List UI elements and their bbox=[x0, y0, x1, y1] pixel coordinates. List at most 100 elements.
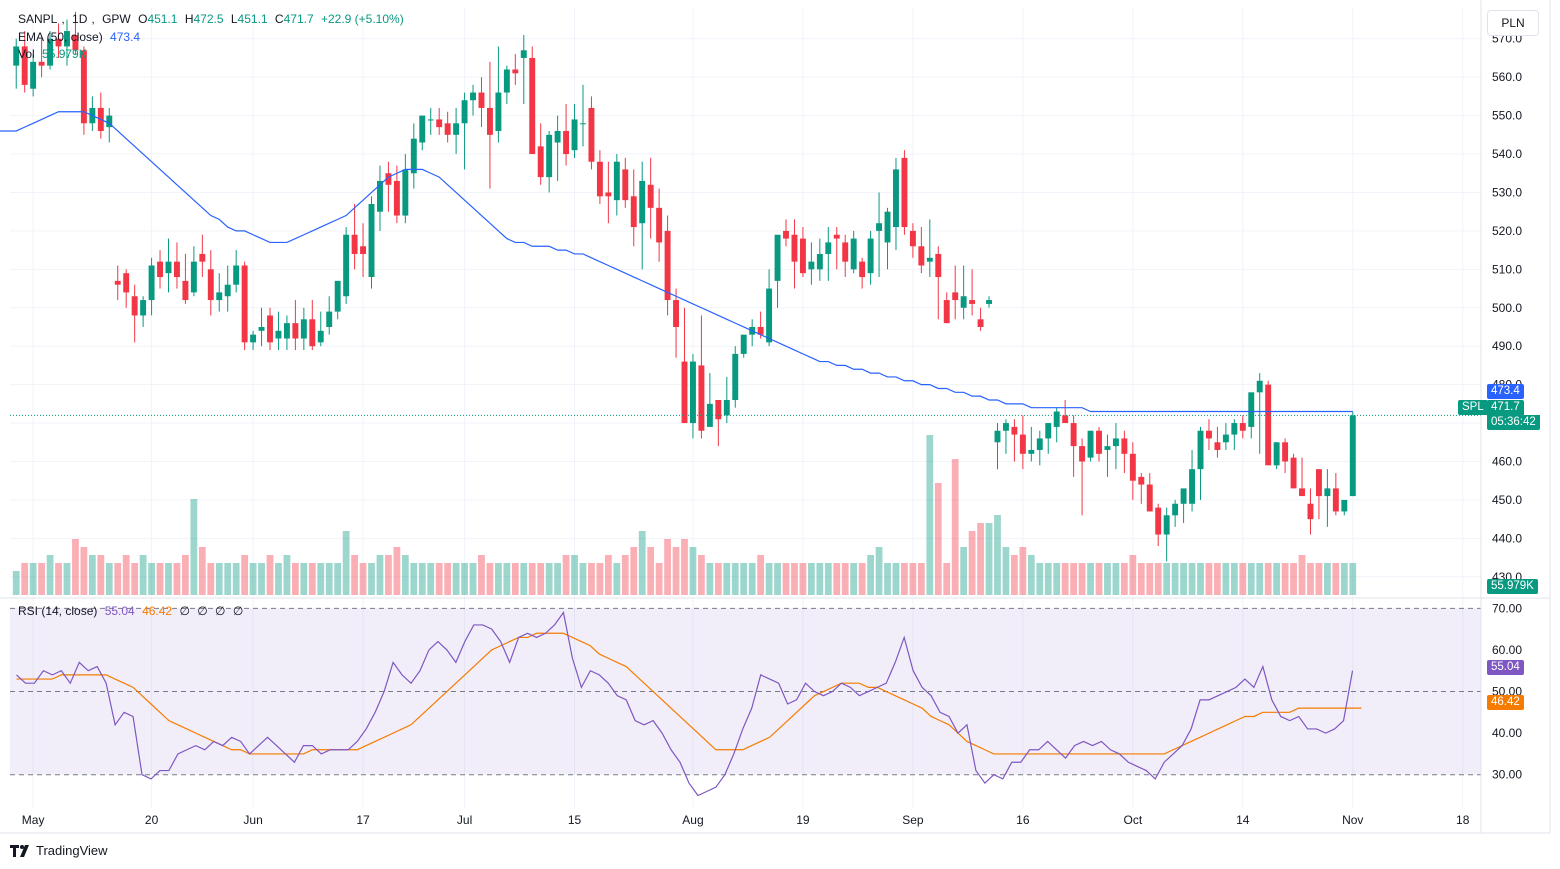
countdown-tag: 05:36:42 bbox=[1487, 415, 1540, 430]
last-price-tag: 471.7 bbox=[1487, 400, 1524, 415]
price-tick-label: 500.0 bbox=[1492, 301, 1522, 315]
candle-body bbox=[1036, 438, 1043, 450]
candle-body bbox=[317, 330, 324, 343]
candle-body bbox=[1222, 434, 1229, 443]
volume-bar bbox=[1256, 563, 1264, 595]
volume-bar bbox=[173, 563, 181, 595]
volume-bar bbox=[901, 563, 908, 595]
time-tick-label: Aug bbox=[682, 813, 703, 827]
candle-body bbox=[630, 196, 637, 228]
volume-bar bbox=[748, 563, 756, 595]
volume-bar bbox=[1315, 563, 1323, 595]
time-tick-label: 14 bbox=[1236, 813, 1250, 827]
volume-bar bbox=[418, 563, 426, 595]
volume-bar bbox=[207, 563, 215, 595]
volume-bar bbox=[655, 563, 663, 595]
volume-bar bbox=[1120, 563, 1128, 595]
candle-body bbox=[571, 119, 578, 151]
volume-bar bbox=[1273, 563, 1281, 595]
volume-bar bbox=[977, 523, 984, 595]
interval: 1D bbox=[72, 12, 88, 26]
volume-bar bbox=[884, 563, 891, 595]
candle-body bbox=[799, 238, 806, 274]
candle-body bbox=[1324, 488, 1331, 497]
volume-legend: Vol 55.979K bbox=[18, 47, 91, 61]
candle-body bbox=[1315, 469, 1322, 497]
candle-body bbox=[123, 273, 130, 293]
volume-bar bbox=[1197, 563, 1204, 595]
volume-bars bbox=[12, 435, 1357, 595]
open-value: 451.1 bbox=[147, 12, 178, 26]
volume-bar bbox=[486, 563, 494, 595]
volume-bar bbox=[275, 563, 282, 595]
candle-body bbox=[224, 284, 231, 297]
volume-bar bbox=[334, 563, 342, 595]
candle-body bbox=[233, 265, 240, 285]
volume-bar bbox=[444, 563, 452, 595]
candle-body bbox=[647, 184, 654, 208]
volume-bar bbox=[165, 563, 172, 595]
rsi-background bbox=[10, 607, 1481, 776]
volume-bar bbox=[12, 571, 20, 595]
volume-bar bbox=[29, 563, 37, 595]
candle-body bbox=[1112, 438, 1119, 447]
candle-body bbox=[1206, 430, 1212, 439]
candle-body bbox=[859, 261, 866, 278]
volume-bar bbox=[1247, 563, 1255, 595]
symbol-price-tag: SPL bbox=[1458, 400, 1488, 415]
candle-body bbox=[715, 400, 722, 420]
volume-bar bbox=[808, 563, 815, 595]
candle-body bbox=[1129, 453, 1136, 481]
time-tick-label: 15 bbox=[568, 813, 582, 827]
volume-tag: 55.979K bbox=[1487, 579, 1538, 594]
volume-bar bbox=[1239, 563, 1247, 595]
candle-body bbox=[613, 161, 620, 201]
rsi-ma-tag: 46.42 bbox=[1487, 695, 1524, 710]
candle-body bbox=[360, 246, 367, 254]
candle-body bbox=[639, 180, 646, 224]
candle-body bbox=[698, 365, 705, 431]
candle-body bbox=[427, 119, 434, 121]
high-value: 472.5 bbox=[193, 12, 224, 26]
volume-bar bbox=[562, 555, 570, 595]
candle-body bbox=[241, 265, 248, 343]
close-value: 471.7 bbox=[283, 12, 314, 26]
candle-body bbox=[106, 115, 113, 128]
volume-bar bbox=[317, 563, 325, 595]
volume-bar bbox=[1104, 563, 1111, 595]
volume-bar bbox=[351, 555, 358, 595]
volume-bar bbox=[258, 563, 265, 595]
volume-bar bbox=[698, 555, 705, 595]
candle-body bbox=[275, 330, 282, 339]
candle-body bbox=[605, 192, 612, 197]
volume-bar bbox=[359, 563, 367, 595]
candle-body bbox=[292, 323, 299, 339]
volume-bar bbox=[537, 563, 545, 595]
candle-body bbox=[757, 326, 764, 335]
time-tick-label: May bbox=[22, 813, 45, 827]
volume-bar bbox=[1112, 563, 1120, 595]
candle-body bbox=[1290, 457, 1297, 489]
candle-body bbox=[250, 334, 257, 343]
candle-body bbox=[1307, 503, 1314, 520]
volume-bar bbox=[630, 547, 638, 595]
volume-bar bbox=[401, 555, 409, 595]
candle-body bbox=[554, 130, 561, 143]
low-value: 451.1 bbox=[237, 12, 268, 26]
currency-button[interactable]: PLN bbox=[1487, 10, 1539, 36]
candle-body bbox=[563, 130, 570, 155]
candle-body bbox=[351, 234, 358, 254]
volume-bar bbox=[122, 555, 130, 595]
price-tick-label: 450.0 bbox=[1492, 493, 1522, 507]
candle-body bbox=[766, 288, 773, 343]
volume-bar bbox=[1154, 563, 1162, 595]
candle-body bbox=[1180, 488, 1187, 504]
volume-bar bbox=[80, 547, 88, 595]
tradingview-logo[interactable]: TradingView bbox=[10, 843, 108, 858]
time-tick-label: 19 bbox=[796, 813, 810, 827]
candle-body bbox=[884, 211, 891, 243]
candle-body bbox=[13, 46, 20, 66]
volume-bar bbox=[1332, 563, 1340, 595]
volume-bar bbox=[1095, 563, 1103, 595]
